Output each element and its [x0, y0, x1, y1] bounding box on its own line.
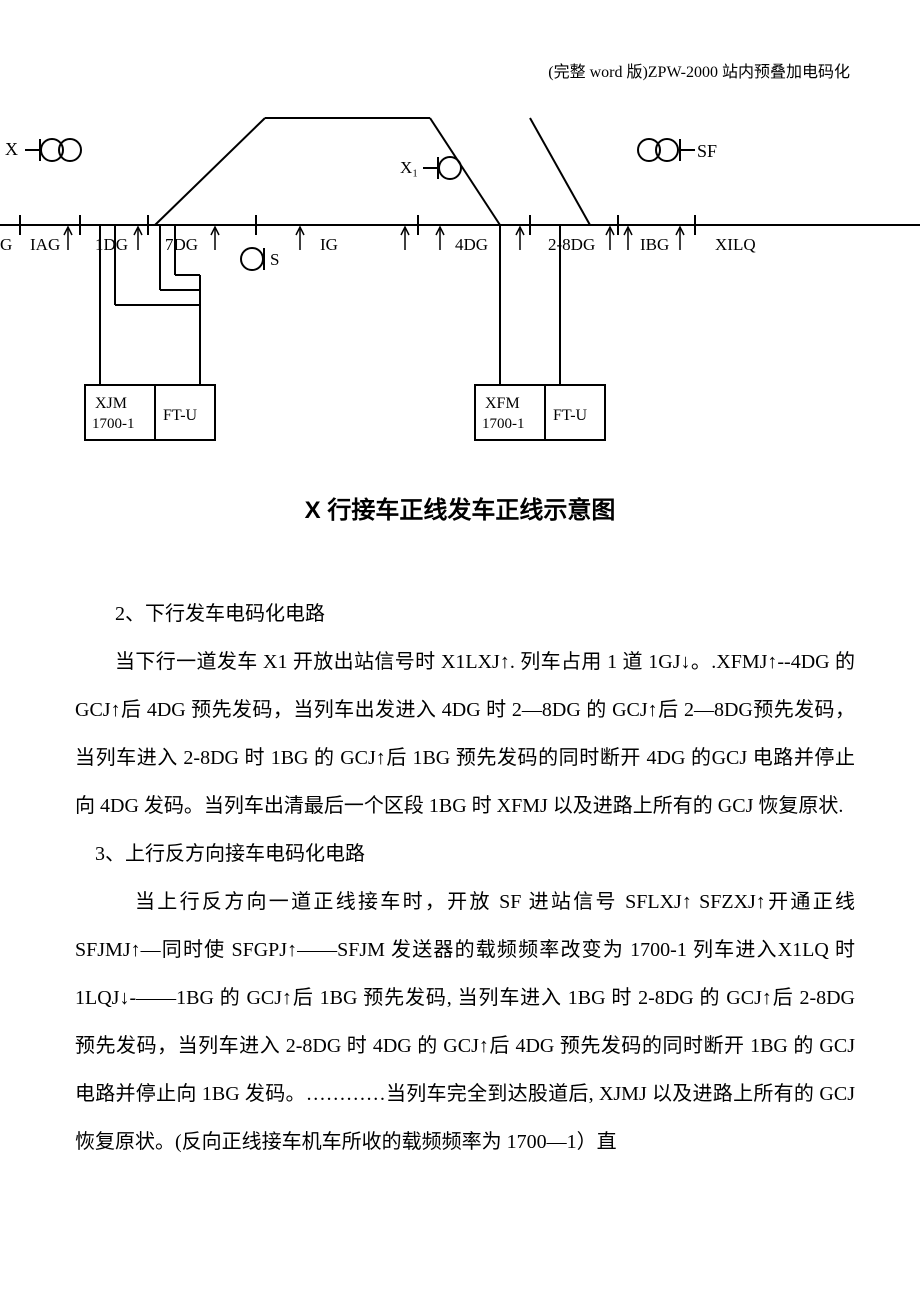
box1-l1: XJM	[95, 395, 127, 412]
p2: 当下行一道发车 X1 开放出站信号时 X1LXJ↑. 列车占用 1 道 1GJ↓…	[75, 638, 855, 830]
box2-l2: 1700-1	[482, 416, 525, 432]
label-X: X	[5, 139, 18, 159]
p3: 3、上行反方向接车电码化电路	[75, 830, 855, 878]
track-diagram: X SF G IAG 1DG 7DG IG 4DG 2-8DG IBG XILQ…	[0, 95, 920, 465]
label-2-8DG: 2-8DG	[548, 235, 595, 254]
label-7DG: 7DG	[165, 235, 198, 254]
box1-l2: 1700-1	[92, 416, 135, 432]
label-XILQ: XILQ	[715, 235, 756, 254]
diagram-title: X 行接车正线发车正线示意图	[0, 490, 920, 525]
p4: 当上行反方向一道正线接车时，开放 SF 进站信号 SFLXJ↑ SFZXJ↑开通…	[75, 878, 855, 1166]
label-IBG: IBG	[640, 235, 669, 254]
label-X1: X₁	[400, 158, 418, 177]
label-S: S	[270, 250, 279, 269]
page-header: (完整 word 版)ZPW-2000 站内预叠加电码化	[548, 58, 850, 82]
box2-l1: XFM	[485, 395, 520, 412]
label-G: G	[0, 235, 12, 254]
label-SF: SF	[697, 141, 717, 161]
body-text: 2、下行发车电码化电路 当下行一道发车 X1 开放出站信号时 X1LXJ↑. 列…	[75, 590, 855, 1166]
label-IG: IG	[320, 235, 338, 254]
label-4DG: 4DG	[455, 235, 488, 254]
p1: 2、下行发车电码化电路	[75, 590, 855, 638]
box2-l3: FT-U	[553, 407, 588, 424]
label-IAG: IAG	[30, 235, 60, 254]
box1-l3: FT-U	[163, 407, 198, 424]
